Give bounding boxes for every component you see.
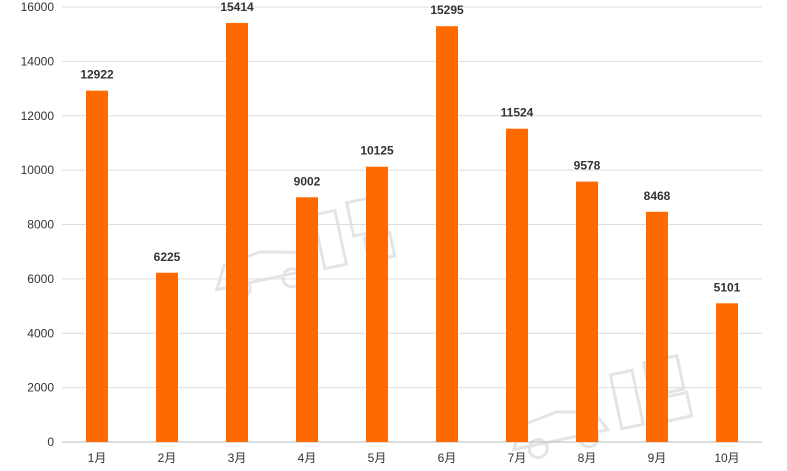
bar <box>576 181 598 442</box>
bar <box>506 128 528 442</box>
y-tick-label: 4000 <box>27 326 54 340</box>
bar <box>646 211 668 442</box>
x-tick-label: 6月 <box>438 451 457 465</box>
x-tick-label: 2月 <box>158 451 177 465</box>
bar <box>156 272 178 442</box>
data-labels: 12922 6225 15414 9002 10125 15295 11524 9578 846… <box>80 0 740 294</box>
data-label: 12922 <box>80 68 114 82</box>
x-axis: 1月 2月 3月 4月 5月 6月 7月 8月 9月 10月 <box>88 451 740 465</box>
y-tick-label: 10000 <box>21 163 55 177</box>
x-tick-label: 3月 <box>228 451 247 465</box>
data-label: 9578 <box>574 159 601 173</box>
x-tick-label: 1月 <box>88 451 107 465</box>
data-label: 11524 <box>501 106 534 120</box>
bars <box>86 22 738 443</box>
x-tick-label: 10月 <box>714 451 739 465</box>
bar <box>86 90 108 442</box>
bar <box>226 22 248 442</box>
gridlines <box>62 6 762 443</box>
data-label: 5101 <box>714 280 741 294</box>
data-label: 10125 <box>360 144 394 158</box>
y-tick-label: 2000 <box>27 381 54 395</box>
y-tick-label: 6000 <box>27 272 54 286</box>
x-tick-label: 7月 <box>508 451 527 465</box>
data-label: 9002 <box>294 174 321 188</box>
bar <box>366 166 388 442</box>
data-label: 15295 <box>430 3 464 17</box>
bar <box>716 303 738 442</box>
bar <box>296 197 318 442</box>
y-tick-label: 14000 <box>21 54 55 68</box>
bar <box>436 26 458 443</box>
y-tick-label: 16000 <box>21 0 55 14</box>
y-tick-label: 12000 <box>21 109 55 123</box>
x-tick-label: 9月 <box>648 451 667 465</box>
x-tick-label: 4月 <box>298 451 317 465</box>
data-label: 6225 <box>154 250 181 264</box>
data-label: 15414 <box>220 0 254 14</box>
data-label: 8468 <box>644 189 671 203</box>
y-axis: 0 2000 4000 6000 8000 10000 12000 14000 16000 <box>21 0 55 449</box>
x-tick-label: 5月 <box>368 451 387 465</box>
y-tick-label: 8000 <box>27 218 54 232</box>
y-tick-label: 0 <box>47 435 54 449</box>
x-tick-label: 8月 <box>578 451 597 465</box>
